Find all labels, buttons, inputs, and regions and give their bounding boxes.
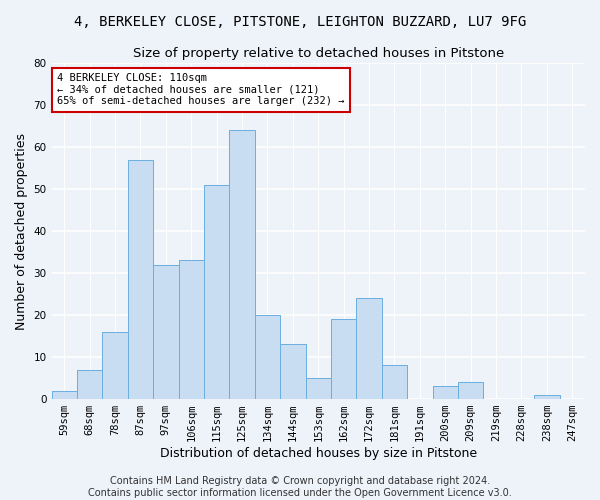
Bar (128, 160, 153, 399)
Bar (103, 332, 128, 399)
Bar (305, 378, 331, 399)
Bar (52, 390, 77, 399)
X-axis label: Distribution of detached houses by size in Pitstone: Distribution of detached houses by size … (160, 447, 477, 460)
Y-axis label: Number of detached properties: Number of detached properties (15, 132, 28, 330)
Bar (534, 395, 560, 399)
Title: Size of property relative to detached houses in Pitstone: Size of property relative to detached ho… (133, 48, 504, 60)
Text: 4 BERKELEY CLOSE: 110sqm
← 34% of detached houses are smaller (121)
65% of semi-: 4 BERKELEY CLOSE: 110sqm ← 34% of detach… (57, 73, 344, 106)
Bar (433, 386, 458, 399)
Bar (280, 344, 305, 399)
Bar (153, 264, 179, 399)
Bar (229, 130, 255, 399)
Bar (458, 382, 484, 399)
Bar (331, 320, 356, 399)
Bar (382, 366, 407, 399)
Bar (356, 298, 382, 399)
Text: 4, BERKELEY CLOSE, PITSTONE, LEIGHTON BUZZARD, LU7 9FG: 4, BERKELEY CLOSE, PITSTONE, LEIGHTON BU… (74, 15, 526, 29)
Bar (204, 185, 229, 399)
Bar (179, 260, 204, 399)
Bar (77, 370, 103, 399)
Text: Contains HM Land Registry data © Crown copyright and database right 2024.
Contai: Contains HM Land Registry data © Crown c… (88, 476, 512, 498)
Bar (255, 315, 280, 399)
